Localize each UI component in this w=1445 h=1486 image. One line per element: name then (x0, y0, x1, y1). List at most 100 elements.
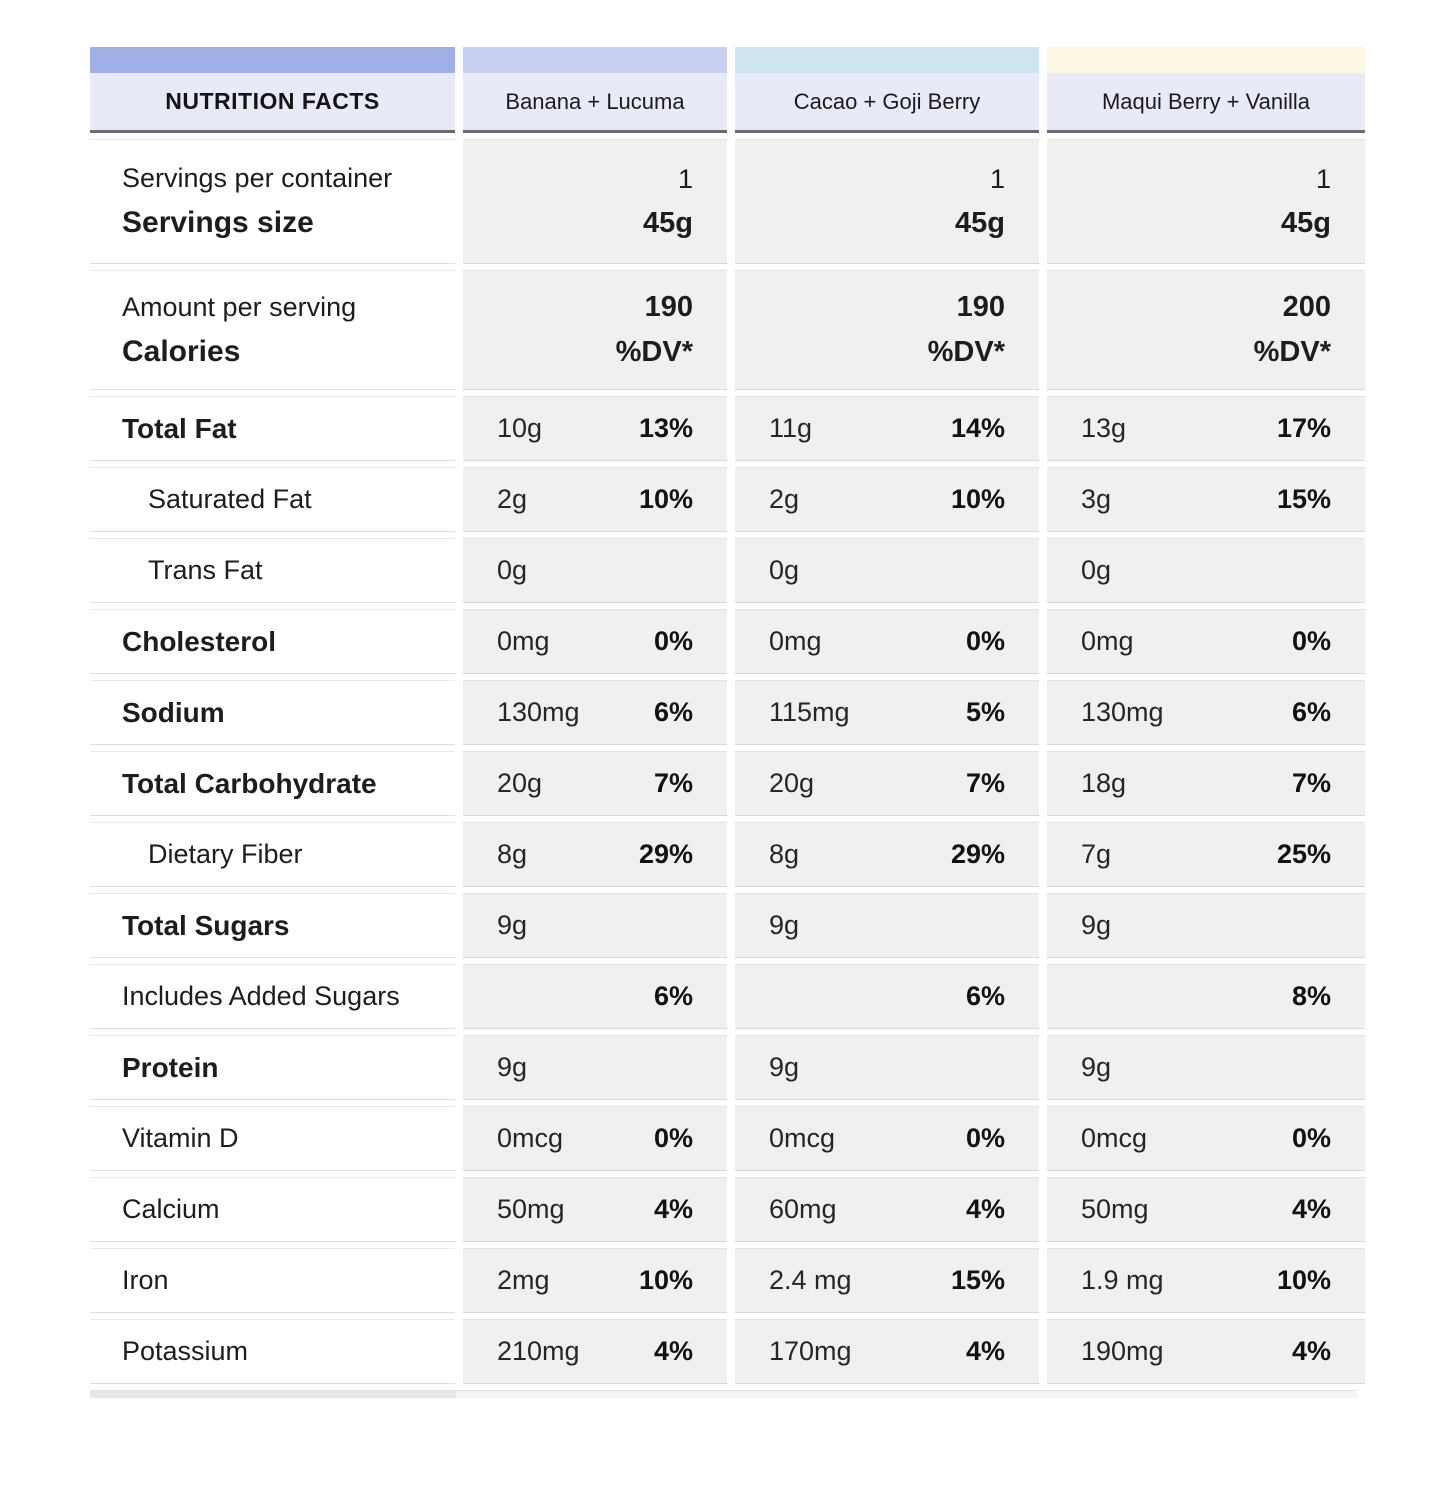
amount-value: 0mcg (497, 1123, 564, 1153)
dv-header: %DV* (1253, 336, 1331, 368)
value-cell: 2g 10% (463, 467, 727, 532)
table-title: NUTRITION FACTS (165, 88, 380, 114)
servings-count: 1 (1315, 163, 1331, 194)
amount-value: 0mg (769, 626, 822, 656)
row-label-calories: Amount per serving Calories (90, 270, 455, 390)
value-cell: 9g (1047, 893, 1365, 958)
servings-value-cell: 1 45g (463, 139, 727, 264)
servings-value-cell: 1 45g (1047, 139, 1365, 264)
amount-value: 3g (1081, 484, 1112, 514)
daily-value-percent: 10% (1276, 1265, 1331, 1295)
product-name: Banana + Lucuma (505, 88, 685, 114)
value-cell: 8g 29% (463, 822, 727, 887)
value-cell: 0mcg 0% (735, 1106, 1039, 1171)
daily-value-percent: 13% (638, 413, 693, 443)
value-cell: 0g (463, 538, 727, 603)
daily-value-percent: 6% (653, 697, 693, 727)
amount-value: 1.9 mg (1081, 1265, 1164, 1295)
amount-value: 0g (1081, 555, 1112, 585)
amount-value: 50mg (497, 1194, 565, 1224)
dv-header: %DV* (927, 336, 1005, 368)
amount-per-serving-label: Amount per serving (122, 291, 357, 322)
row-label-protein: Protein (90, 1035, 455, 1100)
product-name-container: Banana + Lucuma (463, 73, 727, 130)
daily-value-percent: 4% (653, 1194, 693, 1224)
value-cell: 0mcg 0% (1047, 1106, 1365, 1171)
amount-value: 18g (1081, 768, 1127, 798)
nutrient-name: Dietary Fiber (148, 839, 303, 869)
nutrition-comparison-table: NUTRITION FACTS Banana + Lucuma Cacao + … (90, 47, 1365, 1384)
row-label-total-carbohydrate: Total Carbohydrate (90, 751, 455, 816)
value-cell: 11g 14% (735, 396, 1039, 461)
value-cell: 130mg 6% (1047, 680, 1365, 745)
product-name: Maqui Berry + Vanilla (1101, 88, 1311, 114)
row-label-includes-added-sugars: Includes Added Sugars (90, 964, 455, 1029)
value-cell: 0mg 0% (735, 609, 1039, 674)
amount-value: 9g (1081, 910, 1112, 940)
value-cell: 9g (735, 893, 1039, 958)
value-cell: 9g (463, 893, 727, 958)
value-cell: 0mg 0% (463, 609, 727, 674)
value-cell: 190mg 4% (1047, 1319, 1365, 1384)
nutrient-name: Includes Added Sugars (122, 981, 400, 1011)
value-cell: 50mg 4% (463, 1177, 727, 1242)
daily-value-percent: 17% (1276, 413, 1331, 443)
daily-value-percent: 10% (638, 484, 693, 514)
page: NUTRITION FACTS Banana + Lucuma Cacao + … (0, 47, 1445, 1486)
amount-value: 210mg (497, 1336, 580, 1366)
dv-header: %DV* (615, 336, 693, 368)
row-label-vitamin-d: Vitamin D (90, 1106, 455, 1171)
amount-value: 9g (769, 1052, 800, 1082)
amount-value: 50mg (1081, 1194, 1149, 1224)
row-label-total-sugars: Total Sugars (90, 893, 455, 958)
amount-value: 170mg (769, 1336, 852, 1366)
nutrient-name: Vitamin D (122, 1123, 239, 1153)
daily-value-percent: 6% (1291, 697, 1331, 727)
title-container: NUTRITION FACTS (90, 73, 455, 130)
amount-value: 130mg (497, 697, 580, 727)
value-cell: 2.4 mg 15% (735, 1248, 1039, 1313)
value-cell: 18g 7% (1047, 751, 1365, 816)
value-cell: 50mg 4% (1047, 1177, 1365, 1242)
amount-value: 0g (769, 555, 800, 585)
value-cell: 130mg 6% (463, 680, 727, 745)
daily-value-percent: 4% (653, 1336, 693, 1366)
horizontal-scrollbar-thumb[interactable] (90, 1391, 456, 1398)
value-cell: 115mg 5% (735, 680, 1039, 745)
value-cell: 20g 7% (463, 751, 727, 816)
amount-value: 0g (497, 555, 528, 585)
amount-value: 190mg (1081, 1336, 1164, 1366)
daily-value-percent: 5% (965, 697, 1005, 727)
daily-value-percent: 7% (965, 768, 1005, 798)
nutrient-name: Total Carbohydrate (122, 767, 377, 799)
value-cell: 60mg 4% (735, 1177, 1039, 1242)
daily-value-percent: 4% (965, 1336, 1005, 1366)
value-cell: 3g 15% (1047, 467, 1365, 532)
value-cell: 2mg 10% (463, 1248, 727, 1313)
header-cell-product-banana: Banana + Lucuma (463, 47, 727, 133)
horizontal-scrollbar-track[interactable] (90, 1390, 1357, 1398)
serving-size-value: 45g (643, 206, 693, 239)
banana-color-strip (463, 47, 727, 73)
servings-value-cell: 1 45g (735, 139, 1039, 264)
daily-value-percent: 0% (965, 1123, 1005, 1153)
serving-size-value: 45g (1281, 206, 1331, 239)
calories-value-cell: 190 %DV* (463, 270, 727, 390)
value-cell: 7g 25% (1047, 822, 1365, 887)
amount-value: 60mg (769, 1194, 837, 1224)
amount-value: 0mg (1081, 626, 1134, 656)
value-cell: 9g (735, 1035, 1039, 1100)
row-label-calcium: Calcium (90, 1177, 455, 1242)
amount-value: 8g (497, 839, 528, 869)
daily-value-percent: 4% (1291, 1336, 1331, 1366)
amount-value: 9g (769, 910, 800, 940)
daily-value-percent: 0% (653, 1123, 693, 1153)
row-label-cholesterol: Cholesterol (90, 609, 455, 674)
servings-count: 1 (989, 163, 1005, 194)
value-cell: 170mg 4% (735, 1319, 1039, 1384)
row-label-total-fat: Total Fat (90, 396, 455, 461)
daily-value-percent: 29% (950, 839, 1005, 869)
header-cell-title: NUTRITION FACTS (90, 47, 455, 133)
amount-value: 8g (769, 839, 800, 869)
daily-value-percent: 25% (1276, 839, 1331, 869)
